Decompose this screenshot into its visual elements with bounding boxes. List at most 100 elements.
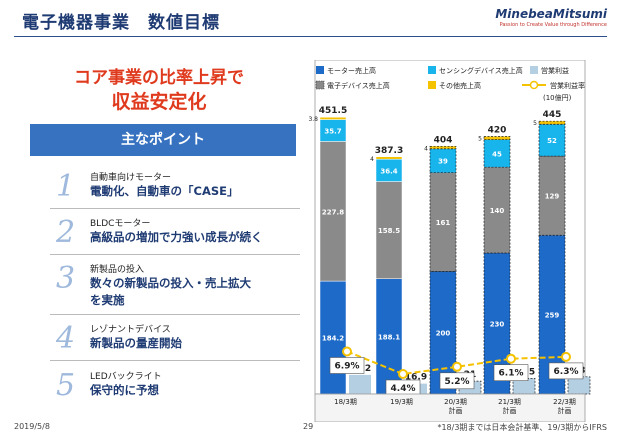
bar-profit xyxy=(567,376,591,395)
key-point-divider xyxy=(50,360,300,361)
key-point-subtitle: 新製品の投入 xyxy=(90,265,145,275)
company-logo: MinebeaMitsumi Passion to Create Value t… xyxy=(495,7,607,28)
header-divider xyxy=(14,36,607,37)
margin-label-box xyxy=(329,357,365,374)
key-point-text: 電動化、自動車の「CASE」 xyxy=(90,184,239,198)
key-point-divider xyxy=(50,314,300,315)
bar-other xyxy=(429,145,457,150)
page-title: 電子機器事業 数値目標 xyxy=(22,13,220,33)
headline-line2: 収益安定化 xyxy=(111,91,207,113)
bar-electronic xyxy=(375,181,403,279)
bar-profit xyxy=(349,374,371,394)
legend-swatch xyxy=(428,81,436,89)
bar-electronic xyxy=(429,172,457,272)
data-label: 45 xyxy=(492,150,502,158)
legend-swatch xyxy=(315,80,325,90)
margin-label: 6.3% xyxy=(554,367,579,377)
bar-sensing xyxy=(429,148,457,174)
data-label: 39 xyxy=(438,158,448,166)
data-label: 4 xyxy=(424,145,428,152)
data-label: 227.8 xyxy=(322,208,344,216)
data-label: 230 xyxy=(490,321,505,329)
legend-swatch xyxy=(316,66,324,74)
legend-swatch xyxy=(428,66,436,74)
x-tick-label: 計画 xyxy=(503,406,517,415)
data-label: 140 xyxy=(490,207,505,215)
headline-line1: コア事業の比率上昇で xyxy=(74,68,244,88)
data-label: 259 xyxy=(545,312,560,320)
margin-label-box xyxy=(493,364,529,382)
data-label: 5 xyxy=(533,120,537,127)
logo-tagline: Passion to Create Value through Differen… xyxy=(499,22,607,28)
margin-point xyxy=(398,369,408,379)
bar-sensing xyxy=(483,139,511,168)
footer-note: *18/3期までは日本会計基準、19/3期からIFRS xyxy=(437,423,607,432)
bar-motor xyxy=(375,278,403,395)
legend-label: 電子デバイス売上高 xyxy=(327,81,390,90)
key-point-number: 3 xyxy=(56,261,76,296)
data-label: 161 xyxy=(436,219,451,227)
key-point-subtitle: LEDバックライト xyxy=(90,372,162,382)
margin-label-box xyxy=(548,362,584,380)
legend-swatch xyxy=(529,80,539,90)
x-tick-label: 21/3期 xyxy=(498,398,521,406)
key-point-text: 高級品の増加で力強い成長が続く xyxy=(90,230,263,244)
data-label: 158.5 xyxy=(378,227,400,235)
legend-label: その他売上高 xyxy=(439,81,481,90)
data-label: 4 xyxy=(370,156,374,163)
bar-other xyxy=(538,120,566,125)
key-point-text: 保守的に予想 xyxy=(90,383,159,397)
key-points-title: 主なポイント xyxy=(30,124,296,156)
data-label: 3.8 xyxy=(308,116,318,123)
key-point-divider xyxy=(50,208,300,209)
total-label: 404 xyxy=(434,135,453,145)
data-label: 5 xyxy=(478,136,482,143)
page-number: 29 xyxy=(303,422,314,431)
margin-label-box xyxy=(439,372,475,390)
legend-label: モーター売上高 xyxy=(327,66,376,75)
margin-point xyxy=(506,353,516,364)
key-point-subtitle: 自動車向けモーター xyxy=(90,173,172,183)
total-label: 445 xyxy=(543,110,562,120)
key-point-subtitle: BLDCモーター xyxy=(90,219,151,229)
data-label: 184.2 xyxy=(322,335,344,343)
margin-label: 4.4% xyxy=(391,384,416,394)
data-label: 129 xyxy=(545,193,560,201)
legend-swatch xyxy=(530,66,538,74)
margin-line xyxy=(346,350,567,376)
total-label: 420 xyxy=(488,126,507,136)
key-point-subtitle: レゾナントデバイス xyxy=(90,325,171,335)
legend-label: 営業利益率 xyxy=(550,81,585,90)
x-tick-label: 計画 xyxy=(449,406,463,415)
key-point-number: 5 xyxy=(56,368,76,403)
x-tick-label: 22/3期 xyxy=(553,398,576,406)
bar-other xyxy=(319,116,347,120)
x-tick-label: 20/3期 xyxy=(444,398,467,406)
legend-label: センシングデバイス売上高 xyxy=(439,66,523,75)
x-tick-label: 18/3期 xyxy=(334,398,357,406)
key-point-text: 数々の新製品の投入・売上拡大 xyxy=(90,276,251,290)
x-tick-label: 計画 xyxy=(558,406,572,415)
margin-point xyxy=(561,351,571,362)
footer-date: 2019/5/8 xyxy=(14,422,50,431)
margin-point xyxy=(342,346,352,357)
data-label: 36.4 xyxy=(380,167,397,175)
bar-other xyxy=(483,136,511,140)
data-label: 52 xyxy=(547,137,557,145)
bar-electronic xyxy=(319,141,347,282)
key-point-text: 新製品の量産開始 xyxy=(90,336,182,350)
margin-label: 5.2% xyxy=(445,377,470,387)
key-point-text: を実施 xyxy=(90,293,125,307)
bar-electronic xyxy=(538,155,566,236)
total-label: 387.3 xyxy=(375,146,403,156)
key-point-number: 4 xyxy=(56,321,76,356)
key-point-divider xyxy=(50,254,300,255)
margin-point xyxy=(452,361,462,372)
key-point-number: 1 xyxy=(56,169,76,204)
chart-unit: (10億円) xyxy=(543,93,572,102)
legend-label: 営業利益 xyxy=(541,66,569,75)
bar-other xyxy=(375,156,403,160)
total-label: 451.5 xyxy=(319,106,347,116)
logo-name: MinebeaMitsumi xyxy=(495,7,607,21)
